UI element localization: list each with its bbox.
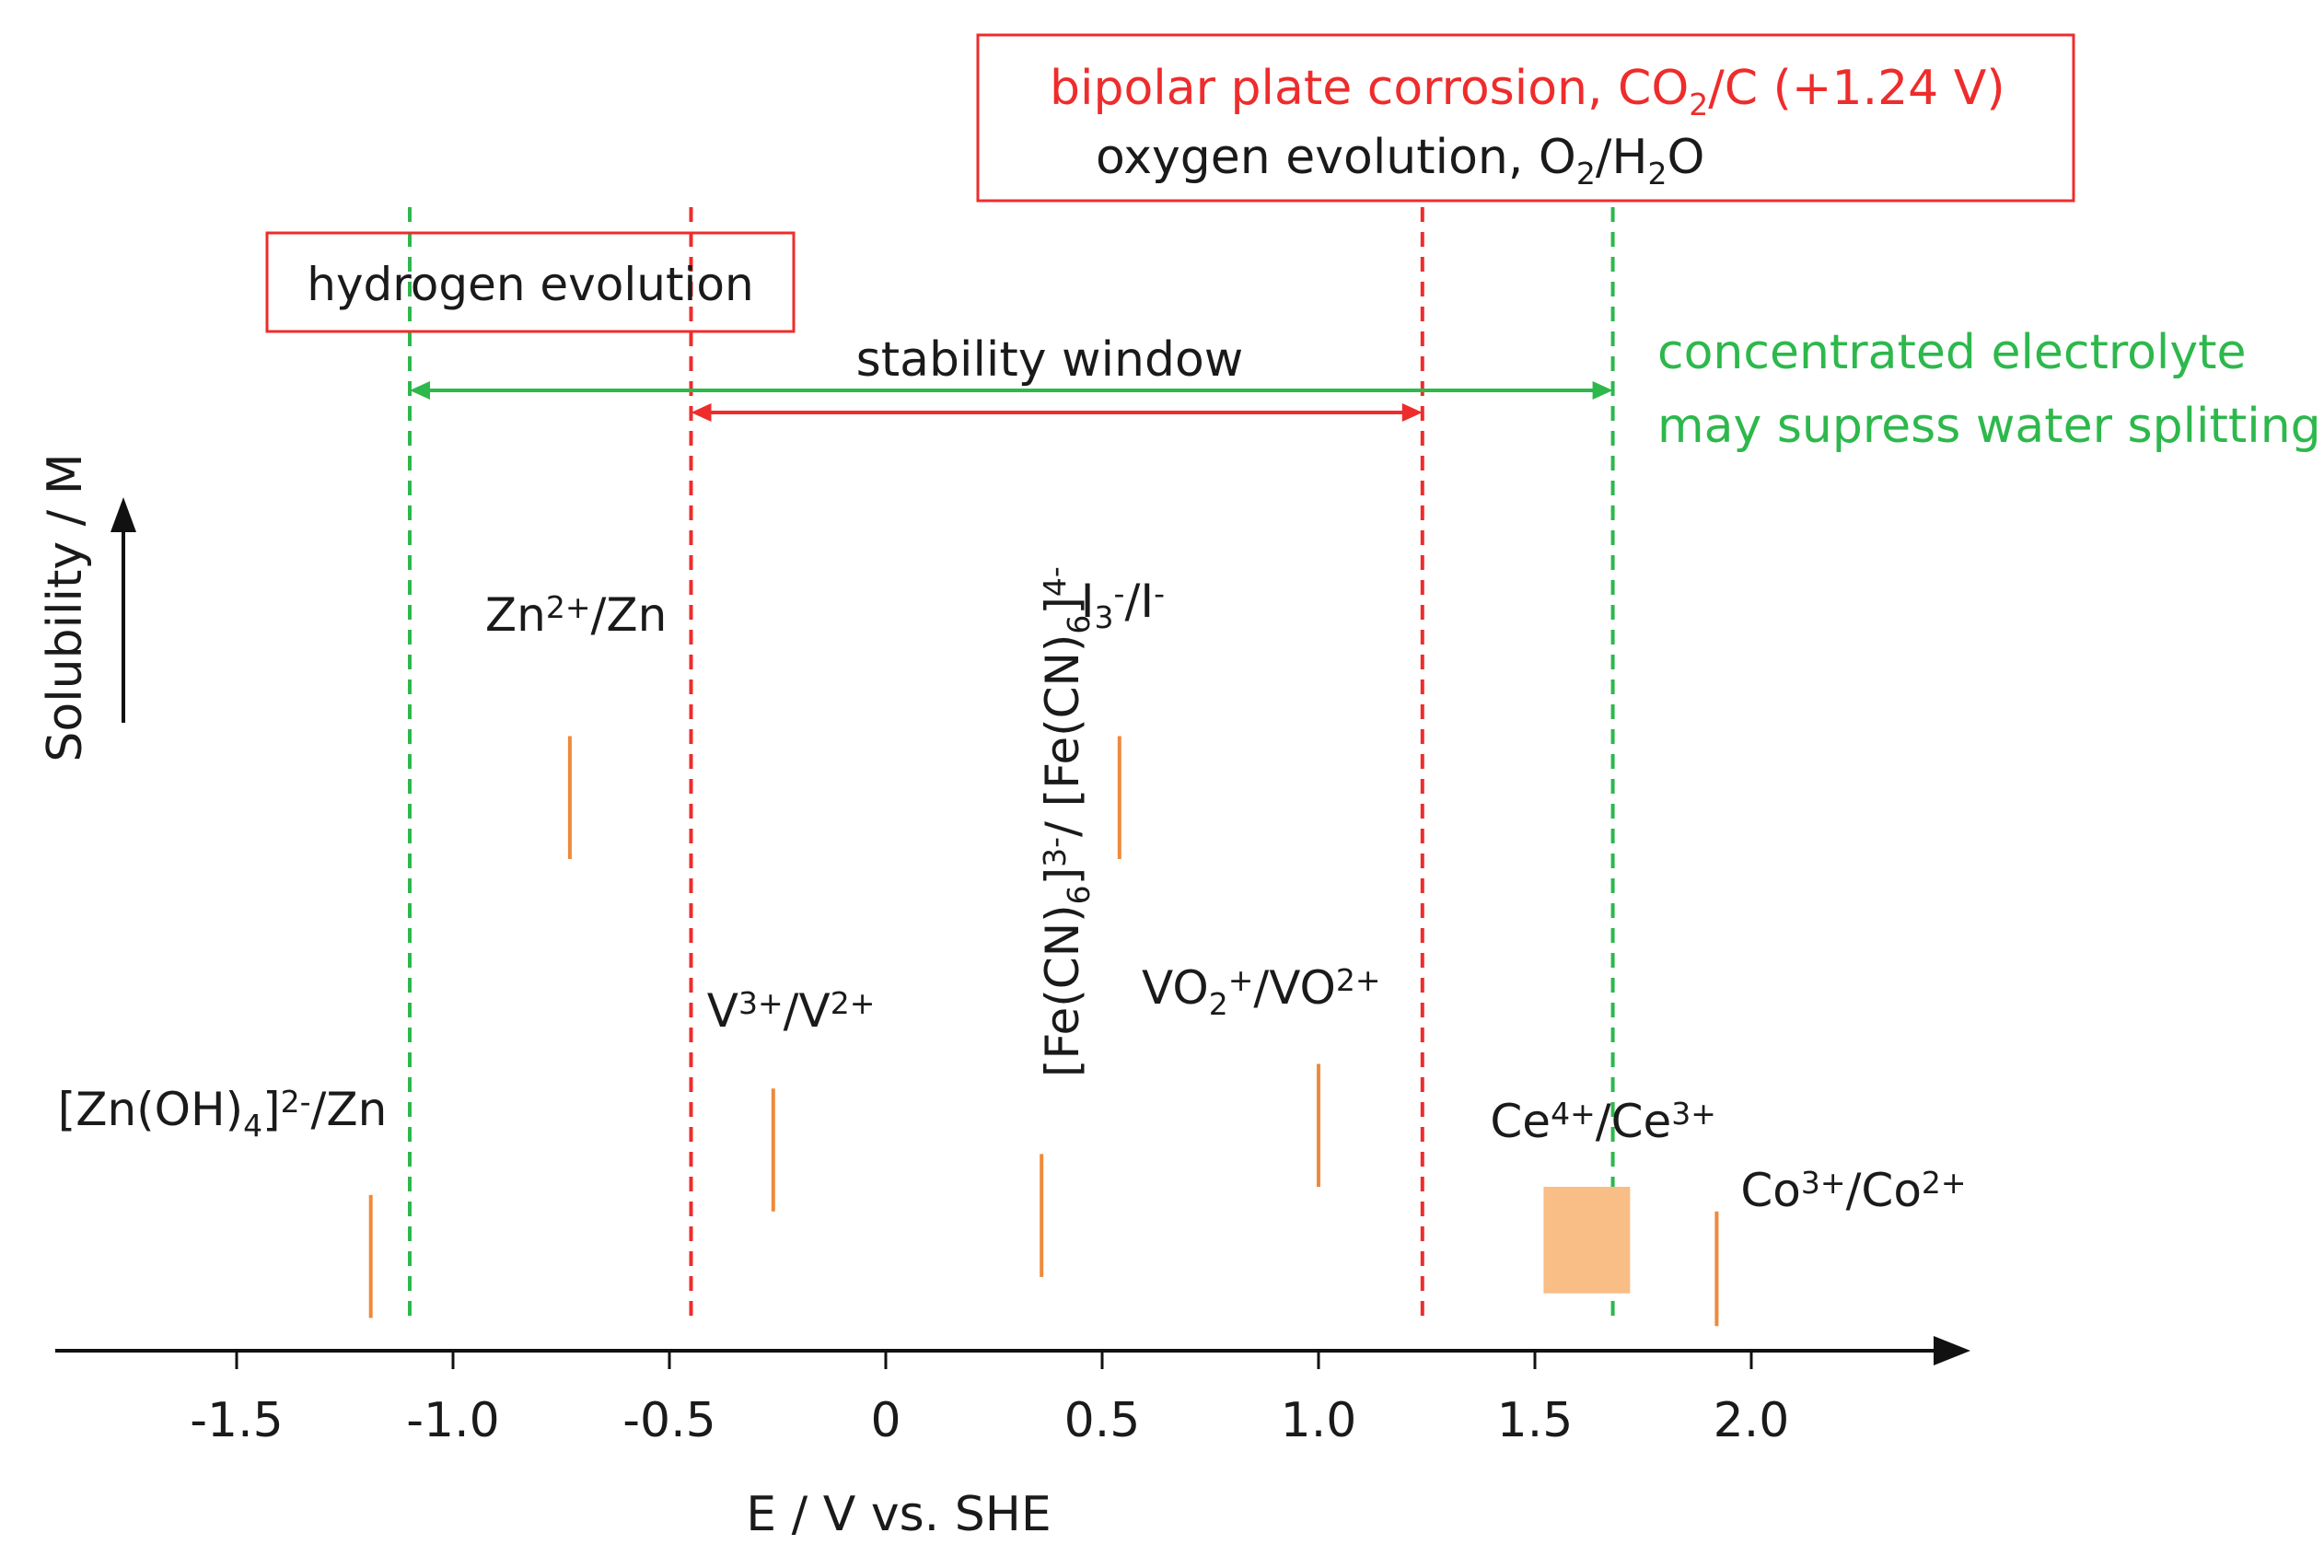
hydrogen-evolution-label: hydrogen evolution [307, 258, 753, 311]
x-tick-label: 0.5 [1064, 1393, 1141, 1448]
couple-vo2-vo2-label: VO2+/VO2+ [1142, 961, 1381, 1022]
stability-window-concentrated-head-right [1592, 381, 1613, 400]
couple-zn2-zn-label: Zn2+/Zn [485, 588, 667, 642]
x-tick-label: 1.5 [1497, 1393, 1574, 1448]
stability-windows [410, 381, 1613, 422]
x-tick-label: -1.5 [190, 1393, 283, 1448]
y-axis-label: Solubility / M [38, 453, 93, 761]
hydrogen-evolution-box [265, 231, 796, 333]
x-tick-label: -0.5 [622, 1393, 715, 1448]
x-axis-ticks: -1.5 -1.0 -0.5 0 0.5 1.0 1.5 2.0 [190, 1351, 1789, 1448]
stability-window-standard-head-right [1401, 403, 1423, 422]
couple-v3-v2-label: V3+/V2+ [707, 984, 876, 1038]
couple-zn-oh-4-2-zn-label: [Zn(OH)4]2-/Zn [58, 1083, 388, 1144]
x-axis-label: E / V vs. SHE [746, 1487, 1051, 1542]
y-axis-arrowhead [110, 497, 136, 532]
bipolar-plate-corrosion-label: bipolar plate corrosion, CO2/C (+1.24 V) [1050, 61, 2005, 122]
stability-window-label: stability window [856, 332, 1244, 388]
couple-i3-i-label: I3-/I- [1081, 575, 1165, 635]
reference-lines [408, 207, 1615, 1326]
couple-ce4-ce3-label: Ce4+/Ce3+ [1490, 1095, 1716, 1148]
redox-couples: [Zn(OH)4]2-/Zn Zn2+/Zn V3+/V2+ [Fe(CN)6]3-/… [58, 566, 1967, 1327]
stability-window-standard-head-left [691, 403, 712, 422]
x-tick-label: 2.0 [1714, 1393, 1790, 1448]
couple-co3-co2-label: Co3+/Co2+ [1740, 1164, 1966, 1217]
oxygen-evolution-label: oxygen evolution, O2/H2O [1096, 130, 1704, 192]
supress-water-splitting-label: may supress water splitting [1657, 399, 2321, 454]
couple-fe-cn-6-3-fe-cn-6-4-label: [Fe(CN)6]3-/ [Fe(CN)6]4- [1036, 566, 1097, 1077]
corrosion-oxygen-box [976, 33, 2075, 203]
x-tick-label: 1.0 [1281, 1393, 1357, 1448]
stability-window-concentrated-head-left [410, 381, 430, 400]
concentrated-electrolyte-label: concentrated electrolyte [1657, 325, 2247, 380]
x-tick-label: 0 [870, 1393, 901, 1448]
x-axis-arrowhead [1934, 1336, 1970, 1365]
couple-ce4-ce3-range [1543, 1187, 1631, 1294]
x-tick-label: -1.0 [406, 1393, 499, 1448]
